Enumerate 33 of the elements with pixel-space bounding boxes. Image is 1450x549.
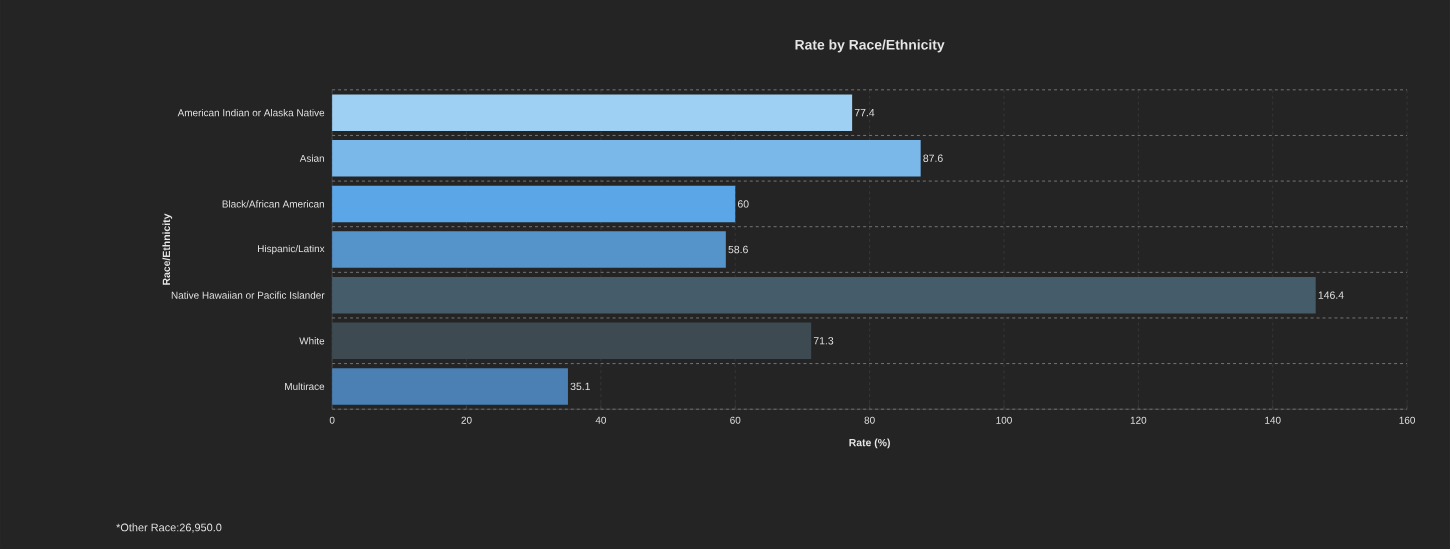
y-tick-label: Multirace [285, 382, 325, 391]
bar [332, 276, 1316, 314]
y-tick-label: White [299, 337, 325, 345]
bar [332, 185, 736, 223]
bar [332, 140, 921, 177]
bar [332, 94, 853, 131]
x-tick-label: 120 [1130, 416, 1147, 424]
data-label: 58.6 [728, 245, 748, 254]
data-label: 35.1 [570, 382, 590, 391]
y-tick-label: Hispanic/Latinx [258, 244, 325, 255]
y-tick-label: American Indian or Alaska Native [177, 109, 325, 117]
y-tick-label: Asian [299, 154, 324, 162]
x-tick-label: 60 [730, 416, 741, 424]
x-axis-title: Rate (%) [849, 438, 890, 449]
x-tick-label: 160 [1399, 416, 1415, 424]
chart-title: Rate by Race/Ethnicity [795, 39, 945, 53]
bar [332, 231, 726, 268]
bar [332, 368, 568, 405]
x-tick-label: 20 [461, 416, 472, 424]
data-label: 146.4 [1318, 291, 1344, 299]
data-label: 87.6 [923, 154, 943, 162]
data-label: 77.4 [854, 109, 875, 117]
x-tick-label: 80 [864, 416, 875, 424]
x-tick-label: 140 [1265, 416, 1281, 424]
x-tick-label: 40 [595, 416, 607, 424]
y-axis-title: Race/Ethnicity [162, 213, 173, 285]
y-tick-label: Native Hawaiian or Pacific Islander [171, 291, 325, 299]
y-tick-label: Black/African American [222, 200, 324, 208]
x-tick-label: 0 [329, 416, 335, 424]
data-label: 60 [737, 200, 749, 208]
text: *Other Race:26,950.0 [116, 523, 222, 533]
data-label: 71.3 [813, 337, 834, 345]
x-tick-label: 100 [996, 416, 1012, 424]
